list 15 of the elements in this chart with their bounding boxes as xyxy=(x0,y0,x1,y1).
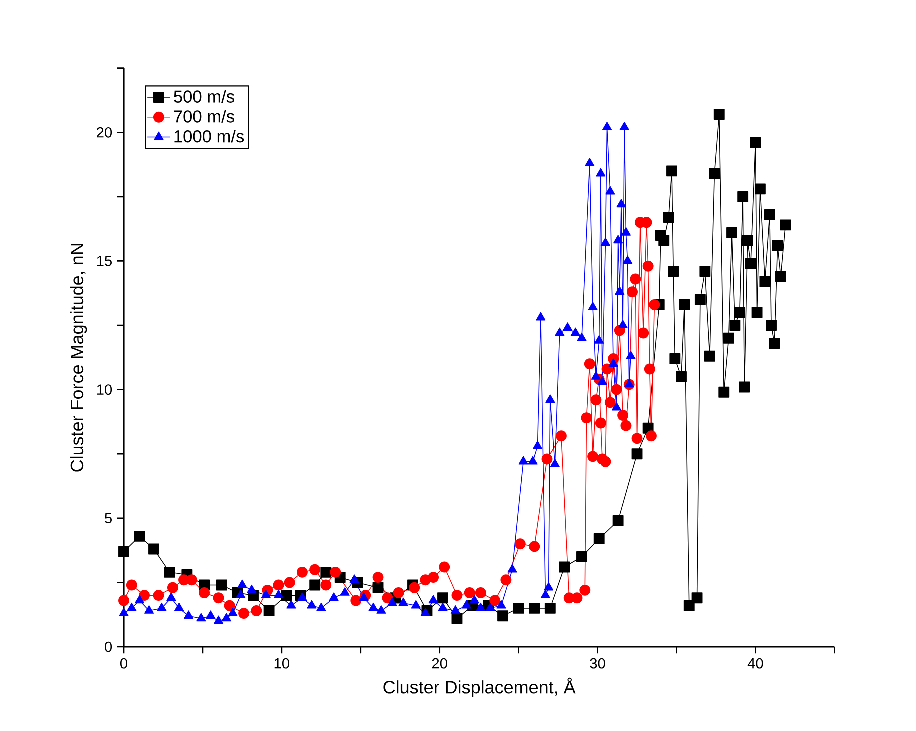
y-tick-label: 15 xyxy=(97,256,112,266)
legend-label: 700 m/s xyxy=(174,110,234,123)
x-tick-label: 20 xyxy=(432,658,448,669)
x-tick-label: 30 xyxy=(590,658,606,669)
x-axis-title: Cluster Displacement, Å xyxy=(384,678,576,698)
y-tick-label: 20 xyxy=(97,127,112,138)
y-axis-title: Cluster Force Magnitude, nN xyxy=(70,244,88,472)
x-tick-label: 40 xyxy=(748,658,764,669)
x-tick-label: 0 xyxy=(120,658,128,669)
y-tick-label: 5 xyxy=(105,513,112,524)
y-tick-label: 10 xyxy=(97,384,112,396)
y-tick-label: 0 xyxy=(105,642,112,652)
x-tick-label: 10 xyxy=(274,658,290,669)
legend-label: 1000 m/s xyxy=(174,130,244,143)
legend-label: 500 m/s xyxy=(174,90,234,103)
